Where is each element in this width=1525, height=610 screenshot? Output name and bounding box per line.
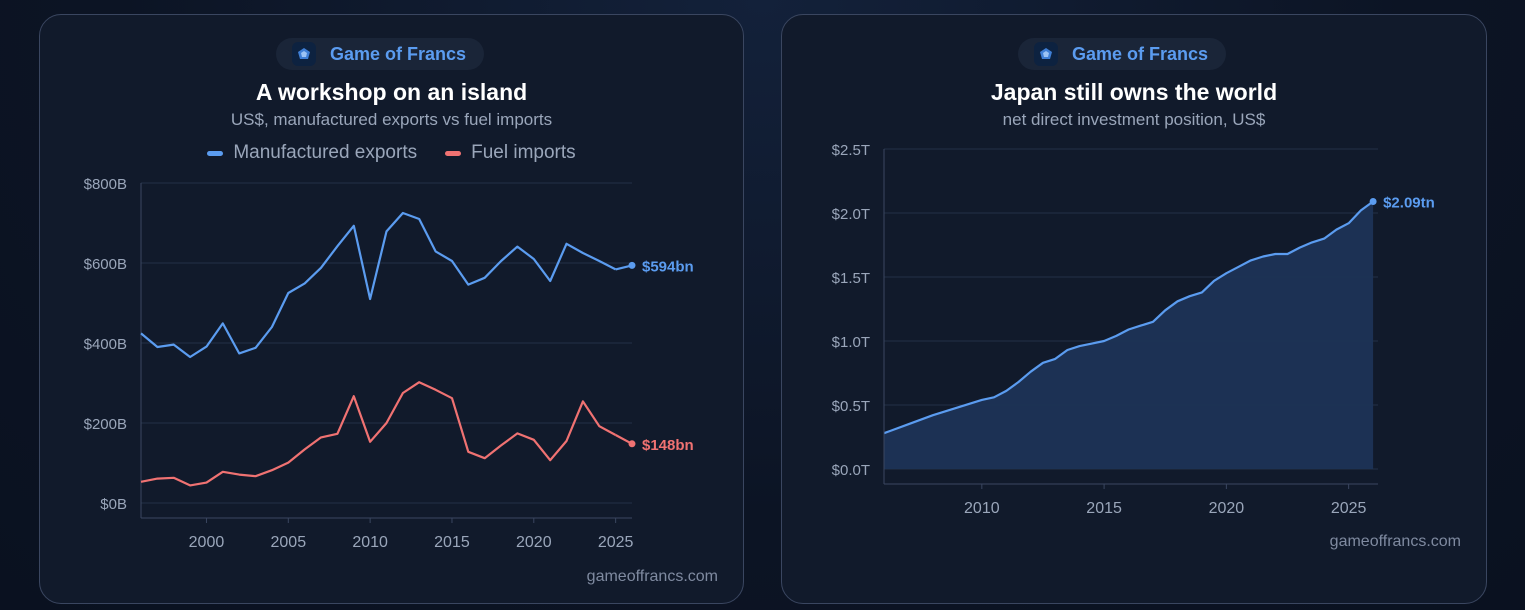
chart-legend: Manufactured exports Fuel imports <box>40 142 743 164</box>
chart-subtitle: US$, manufactured exports vs fuel import… <box>230 110 553 129</box>
legend-label: Fuel imports <box>471 142 576 163</box>
chart-subtitle: net direct investment position, US$ <box>1002 110 1266 129</box>
x-tick-label: 2025 <box>1331 500 1367 517</box>
chart-title: A workshop on an island <box>255 79 528 105</box>
x-tick-label: 2015 <box>1086 500 1122 517</box>
y-tick-label: $600B <box>84 256 127 273</box>
x-tick-label: 2000 <box>189 534 225 551</box>
x-tick-label: 2005 <box>271 534 307 551</box>
series-line-manufactured-exports <box>140 211 617 359</box>
series-end-label: $594bn <box>642 258 694 275</box>
y-tick-label: $0.0T <box>832 462 870 479</box>
x-tick-label: 2020 <box>516 534 552 551</box>
x-tick-label: 2010 <box>964 500 1000 517</box>
series-line-net-investment <box>883 200 1374 435</box>
credit-link[interactable]: gameoffrancs.com <box>1329 533 1461 550</box>
chart-card-japan-investment: Game of Francs Japan still owns the worl… <box>781 14 1487 604</box>
legend-item-fuel-imports[interactable]: Fuel imports <box>445 142 576 164</box>
legend-label: Manufactured exports <box>233 142 418 163</box>
y-tick-label: $2.5T <box>832 142 870 159</box>
x-tick-label: 2015 <box>434 534 470 551</box>
chart-card-manufactured-vs-fuel: Game of Francs A workshop on an island U… <box>39 14 744 604</box>
brand-badge[interactable]: Game of Francs <box>1018 38 1227 70</box>
y-tick-label: $0B <box>100 496 127 513</box>
y-tick-label: $1.0T <box>832 334 870 351</box>
y-tick-label: $1.5T <box>832 270 870 287</box>
brand-name: Game of Francs <box>1072 43 1209 64</box>
y-tick-label: $400B <box>84 336 127 353</box>
series-end-label: $2.09tn <box>1383 194 1435 211</box>
chart-title: Japan still owns the world <box>990 79 1278 105</box>
x-tick-label: 2010 <box>352 534 388 551</box>
y-tick-label: $0.5T <box>832 398 870 415</box>
x-tick-label: 2020 <box>1209 500 1245 517</box>
credit-link[interactable]: gameoffrancs.com <box>586 568 718 585</box>
area-fill <box>884 201 1374 469</box>
y-tick-label: $200B <box>84 416 127 433</box>
x-tick-label: 2025 <box>598 534 634 551</box>
brand-logo-icon <box>292 42 316 66</box>
brand-name: Game of Francs <box>330 43 467 64</box>
series-line-fuel-imports <box>140 381 617 487</box>
legend-swatch-icon <box>445 150 462 156</box>
legend-swatch-icon <box>207 150 224 156</box>
legend-item-manufactured-exports[interactable]: Manufactured exports <box>207 142 417 164</box>
brand-logo-icon <box>1034 42 1058 66</box>
brand-badge[interactable]: Game of Francs <box>276 38 485 70</box>
series-end-point <box>628 440 636 448</box>
series-end-point <box>1369 197 1377 205</box>
y-tick-label: $800B <box>84 176 127 193</box>
chart-plot-2: $0.0T $0.5T $1.0T $1.5T $2.0T $2.5T 2010 2015 20… <box>832 142 1435 517</box>
series-end-point <box>628 261 636 269</box>
chart-plot-1: $0B $200B $400B $600B $800B 2000 2005 2010 2015 2… <box>84 176 694 551</box>
y-tick-label: $2.0T <box>832 206 870 223</box>
series-end-label: $148bn <box>642 437 694 454</box>
